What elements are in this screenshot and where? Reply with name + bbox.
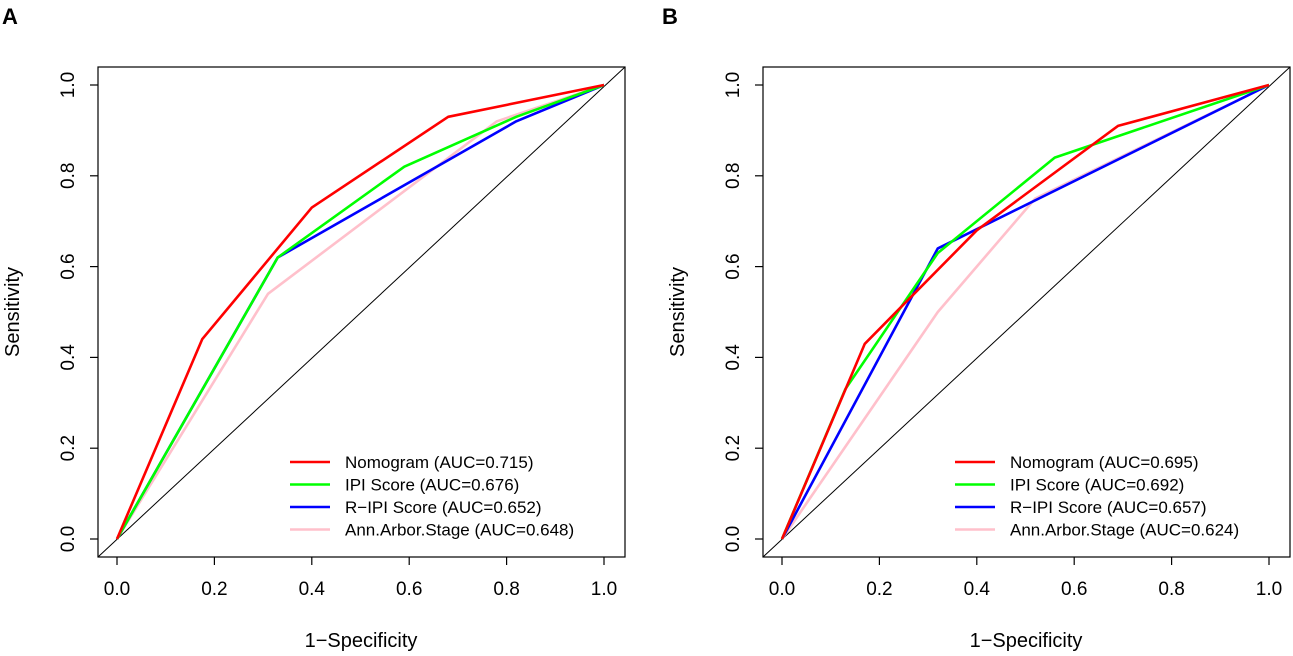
roc-curves-b (780, 83, 1270, 540)
x-tick-label: 0.0 (104, 579, 130, 600)
y-tick-label: 0.4 (723, 344, 744, 371)
roc-panel-b: B 0.0 0.2 0.4 0.6 0.8 1.0 0.0 0.2 0.4 0.6 0.8 1.0 1… (662, 4, 1291, 652)
legend-label-ipi: IPI Score (AUC=0.692) (1010, 476, 1184, 495)
y-tick-label: 0.2 (58, 435, 79, 461)
x-tick-label: 0.4 (299, 579, 326, 600)
roc-curve-nomogram-b (780, 83, 1270, 540)
plot-frame-b (762, 66, 1291, 558)
legend-a: Nomogram (AUC=0.715) IPI Score (AUC=0.676… (290, 453, 574, 540)
legend-b: Nomogram (AUC=0.695) IPI Score (AUC=0.692… (955, 453, 1239, 540)
panel-label-b: B (662, 4, 678, 29)
y-tick-label: 0.6 (723, 253, 744, 279)
legend-label-ipi: IPI Score (AUC=0.676) (345, 476, 519, 495)
axis-ticks-b: 0.0 0.2 0.4 0.6 0.8 1.0 0.0 0.2 0.4 0.6 0.8 1.0 (723, 72, 1282, 600)
x-tick-label: 0.6 (396, 579, 422, 600)
y-tick-label: 1.0 (723, 72, 744, 98)
roc-curve-ripi-b (780, 83, 1270, 540)
y-axis-title-a: Sensitivity (2, 267, 24, 357)
panel-label-a: A (2, 4, 18, 29)
y-tick-label: 0.8 (723, 163, 744, 189)
x-tick-label: 1.0 (591, 579, 617, 600)
y-axis-title-b: Sensitivity (667, 267, 689, 357)
y-tick-label: 0.4 (58, 344, 79, 371)
x-tick-label: 0.6 (1061, 579, 1087, 600)
legend-label-ripi: R−IPI Score (AUC=0.652) (345, 498, 542, 517)
y-tick-label: 0.0 (723, 526, 744, 552)
diagonal-a (97, 66, 626, 558)
x-tick-label: 0.0 (769, 579, 795, 600)
x-tick-label: 0.2 (201, 579, 227, 600)
diagonal-reference-line (762, 66, 1291, 558)
roc-panel-a: A 0.0 0.2 0.4 0.6 0.8 1.0 0.0 0.2 0.4 0.6 0.8 1.0 1… (2, 4, 626, 652)
legend-label-nomogram: Nomogram (AUC=0.715) (345, 453, 534, 472)
x-tick-label: 0.8 (493, 579, 519, 600)
x-tick-label: 1.0 (1256, 579, 1282, 600)
x-tick-label: 0.2 (866, 579, 892, 600)
x-tick-label: 0.4 (964, 579, 991, 600)
y-tick-label: 0.6 (58, 253, 79, 279)
legend-label-ripi: R−IPI Score (AUC=0.657) (1010, 498, 1207, 517)
legend-label-nomogram: Nomogram (AUC=0.695) (1010, 453, 1199, 472)
roc-curves-a (115, 83, 605, 540)
roc-curve-ipi-a (115, 83, 605, 540)
x-axis-title-b: 1−Specificity (970, 630, 1083, 652)
legend-label-annarborstage: Ann.Arbor.Stage (AUC=0.624) (1010, 521, 1239, 540)
legend-label-annarborstage: Ann.Arbor.Stage (AUC=0.648) (345, 521, 574, 540)
y-tick-label: 0.8 (58, 163, 79, 189)
y-tick-label: 0.2 (723, 435, 744, 461)
x-axis-title-a: 1−Specificity (305, 630, 418, 652)
axis-ticks-a: 0.0 0.2 0.4 0.6 0.8 1.0 0.0 0.2 0.4 0.6 0.8 1.0 (58, 72, 617, 600)
y-tick-label: 0.0 (58, 526, 79, 552)
x-tick-label: 0.8 (1158, 579, 1184, 600)
diagonal-reference-line (97, 66, 626, 558)
plot-frame-a (97, 66, 626, 558)
diagonal-b (762, 66, 1291, 558)
roc-curve-nomogram-a (115, 83, 605, 540)
y-tick-label: 1.0 (58, 72, 79, 98)
